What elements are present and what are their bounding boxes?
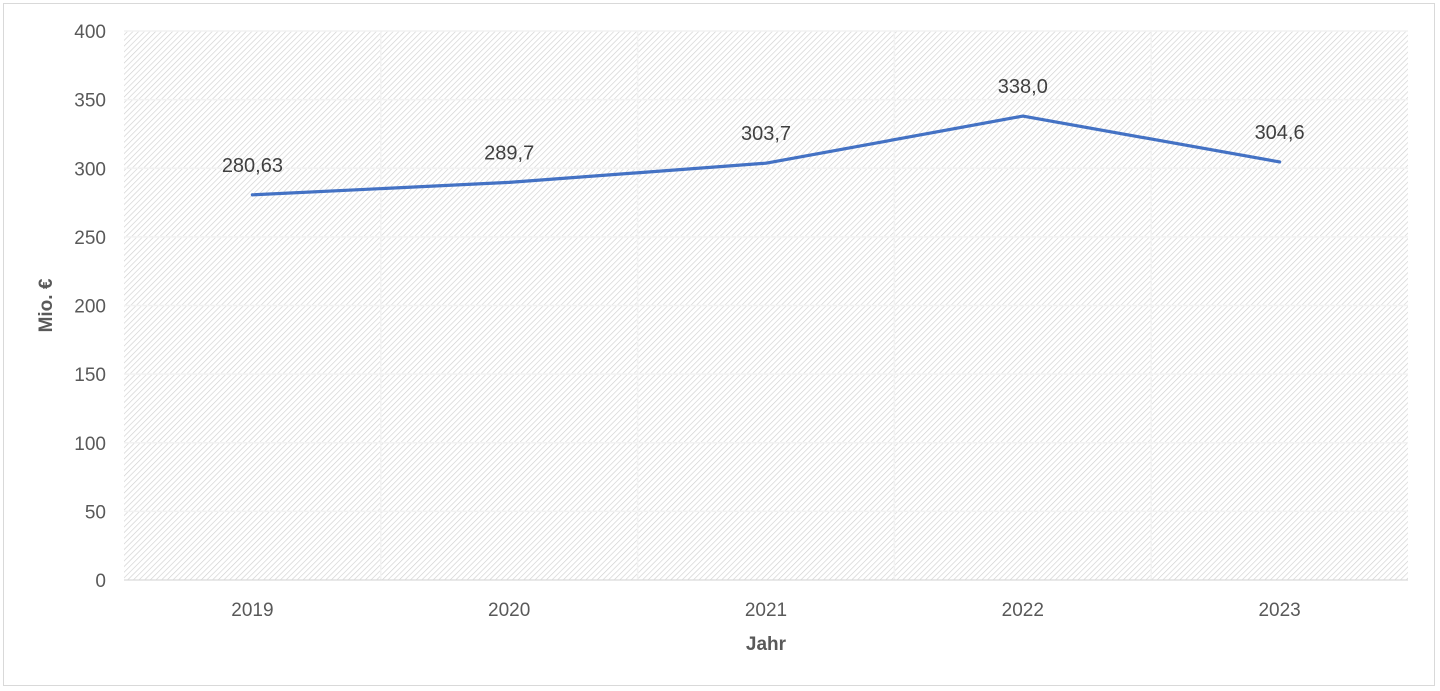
y-tick-label: 0 [95, 571, 106, 592]
y-tick-label: 300 [74, 159, 106, 180]
x-tick-label: 2019 [231, 600, 273, 621]
data-point [1021, 114, 1025, 118]
y-tick-label: 350 [74, 91, 106, 112]
y-tick-label: 250 [74, 228, 106, 249]
data-label: 338,0 [998, 76, 1048, 98]
x-tick-label: 2023 [1258, 600, 1300, 621]
x-tick-label: 2020 [488, 600, 530, 621]
data-label: 304,6 [1255, 122, 1305, 144]
data-label: 289,7 [484, 142, 534, 164]
y-axis-tick-labels: 0 50 100 150 200 250 300 350 400 [74, 22, 106, 592]
x-tick-label: 2021 [745, 600, 787, 621]
y-tick-label: 400 [74, 22, 106, 43]
y-axis-title: Mio. € [36, 278, 57, 332]
data-point [1278, 160, 1282, 164]
gridlines [124, 30, 1408, 580]
data-point [507, 180, 511, 184]
data-labels: 280,63 289,7 303,7 338,0 304,6 [222, 76, 1305, 177]
x-axis-tick-labels: 2019 2020 2021 2022 2023 [231, 600, 1300, 621]
y-tick-label: 50 [85, 502, 106, 523]
x-axis-title: Jahr [746, 634, 787, 655]
data-point [250, 193, 254, 197]
y-tick-label: 200 [74, 297, 106, 318]
series-group [250, 114, 1282, 197]
y-tick-label: 150 [74, 365, 106, 386]
data-label: 303,7 [741, 123, 791, 145]
x-tick-label: 2022 [1002, 600, 1044, 621]
data-label: 280,63 [222, 155, 283, 177]
y-tick-label: 100 [74, 434, 106, 455]
data-point [764, 161, 768, 165]
